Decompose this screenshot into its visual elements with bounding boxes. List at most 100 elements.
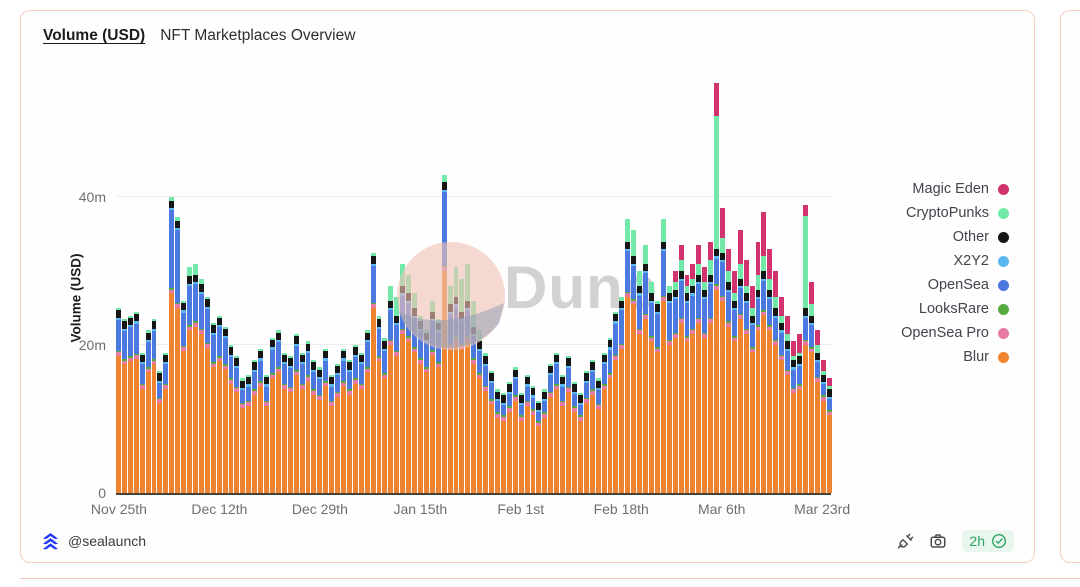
bar-segment-other	[495, 391, 500, 400]
bar-segment-opensea	[802, 317, 808, 340]
legend-dot	[998, 207, 1009, 219]
legend-item-magic-eden[interactable]: Magic Eden	[912, 181, 1009, 197]
legend-item-looksrare[interactable]: LooksRare	[919, 301, 1009, 317]
legend-label: Other	[952, 229, 989, 245]
data-freshness-badge[interactable]: 2h	[962, 530, 1014, 552]
bar-segment-other	[690, 285, 696, 294]
camera-icon[interactable]	[929, 532, 947, 550]
bar-segment-opensea-pro	[382, 374, 388, 379]
bar-segment-opensea-pro	[708, 319, 714, 323]
legend-item-other[interactable]: Other	[953, 229, 1009, 245]
bar-segment-other	[820, 374, 826, 383]
bar-segment-opensea	[169, 210, 175, 289]
bar-segment-x2y2	[714, 256, 720, 259]
bar-segment-blur	[489, 404, 494, 493]
bar-segment-opensea	[145, 342, 151, 368]
bar-column	[133, 311, 139, 493]
bar-column	[181, 300, 187, 493]
bar-segment-cryptopunks	[145, 330, 151, 333]
bar-segment-opensea	[151, 331, 157, 360]
bar-segment-x2y2	[743, 300, 749, 303]
bar-segment-blur	[435, 367, 441, 493]
bar-segment-opensea-pro	[210, 363, 216, 368]
bar-column	[714, 82, 720, 493]
bar-segment-cryptopunks	[791, 356, 797, 360]
bar-segment-blur	[388, 345, 394, 493]
fork-plug-icon[interactable]	[897, 533, 914, 550]
bar-segment-cryptopunks	[429, 300, 435, 312]
bar-segment-x2y2	[542, 399, 548, 402]
bar-segment-x2y2	[187, 283, 192, 286]
bar-segment-other	[785, 341, 791, 349]
bar-segment-magic-eden	[797, 334, 802, 353]
bar-segment-cryptopunks	[495, 389, 500, 392]
bar-segment-other	[139, 354, 145, 363]
bar-segment-opensea-pro	[370, 304, 376, 309]
bar-segment-x2y2	[666, 300, 672, 303]
author-handle-link[interactable]: @sealaunch	[68, 533, 147, 549]
freshness-age: 2h	[969, 533, 985, 549]
bar-segment-cryptopunks	[489, 370, 494, 374]
bar-segment-opensea-pro	[181, 347, 187, 351]
bar-segment-x2y2	[672, 297, 678, 300]
bar-segment-opensea	[595, 390, 601, 404]
legend-item-opensea[interactable]: OpenSea	[928, 277, 1009, 293]
bar-column	[749, 285, 755, 493]
bar-segment-blur	[696, 322, 702, 493]
bar-segment-opensea	[589, 371, 595, 390]
legend-item-opensea-pro[interactable]: OpenSea Pro	[901, 325, 1009, 341]
bar-segment-looksrare	[133, 353, 139, 356]
bar-column	[566, 356, 571, 493]
bar-segment-opensea	[412, 317, 418, 348]
bar-segment-x2y2	[512, 376, 518, 380]
bar-segment-blur	[275, 372, 281, 493]
legend-item-x2y2[interactable]: X2Y2	[954, 253, 1009, 269]
bar-segment-blur	[240, 407, 246, 493]
bar-column	[358, 352, 364, 493]
bar-segment-opensea-pro	[654, 348, 660, 353]
bar-column	[222, 326, 228, 493]
bar-segment-other	[346, 362, 352, 370]
legend-dot	[998, 327, 1009, 339]
bar-segment-opensea	[394, 325, 400, 351]
bar-segment-opensea	[625, 251, 631, 292]
bar-segment-x2y2	[275, 339, 281, 343]
bar-segment-x2y2	[163, 362, 169, 365]
bar-segment-opensea-pro	[317, 396, 323, 400]
legend-dot	[998, 231, 1009, 243]
bar-segment-magic-eden	[826, 378, 832, 386]
bar-column	[820, 359, 826, 493]
bar-segment-blur	[151, 364, 157, 493]
bar-segment-looksrare	[672, 332, 678, 334]
bar-column	[512, 367, 518, 493]
bar-segment-cryptopunks	[264, 374, 269, 377]
bar-column	[281, 352, 287, 493]
legend-item-cryptopunks[interactable]: CryptoPunks	[906, 205, 1009, 221]
bar-segment-x2y2	[619, 308, 625, 311]
bar-segment-x2y2	[133, 321, 139, 324]
bar-segment-blur	[802, 345, 808, 493]
bar-segment-blur	[382, 378, 388, 493]
bar-segment-other	[743, 293, 749, 301]
bar-segment-cryptopunks	[619, 297, 625, 301]
bar-segment-x2y2	[145, 339, 151, 343]
bar-segment-blur	[613, 359, 619, 493]
bar-segment-opensea	[820, 384, 826, 396]
bar-segment-cryptopunks	[607, 337, 613, 340]
chart-title-link[interactable]: Volume (USD)	[43, 27, 146, 44]
bar-segment-opensea	[453, 306, 459, 337]
bar-segment-other	[725, 282, 731, 290]
bar-segment-other	[654, 304, 660, 312]
bar-segment-other	[204, 299, 210, 307]
bar-segment-opensea	[489, 382, 494, 400]
bar-column	[613, 311, 619, 493]
legend-item-blur[interactable]: Blur	[963, 349, 1009, 365]
bar-segment-opensea	[737, 288, 743, 315]
x-tick-label: Dec 29th	[291, 501, 348, 517]
bar-segment-x2y2	[791, 367, 797, 370]
bar-column	[489, 370, 494, 493]
legend-label: Blur	[963, 349, 989, 365]
bar-segment-blur	[447, 348, 453, 493]
bar-column	[252, 359, 258, 493]
bar-segment-other	[275, 332, 281, 340]
